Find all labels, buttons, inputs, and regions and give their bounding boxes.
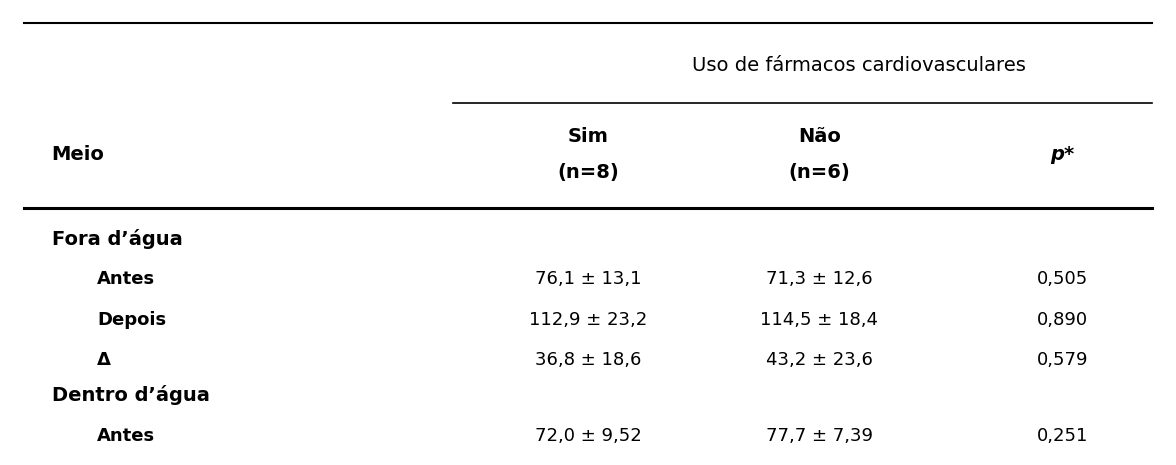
Text: 0,251: 0,251 bbox=[1036, 426, 1088, 445]
Text: 71,3 ± 12,6: 71,3 ± 12,6 bbox=[766, 270, 873, 288]
Text: Antes: Antes bbox=[96, 270, 155, 288]
Text: 36,8 ± 18,6: 36,8 ± 18,6 bbox=[535, 351, 641, 369]
Text: (n=6): (n=6) bbox=[789, 163, 850, 182]
Text: Uso de fármacos cardiovasculares: Uso de fármacos cardiovasculares bbox=[691, 56, 1025, 74]
Text: 0,890: 0,890 bbox=[1036, 311, 1088, 329]
Text: 72,0 ± 9,52: 72,0 ± 9,52 bbox=[535, 426, 641, 445]
Text: 0,579: 0,579 bbox=[1036, 351, 1088, 369]
Text: Depois: Depois bbox=[96, 311, 166, 329]
Text: Δ: Δ bbox=[96, 351, 111, 369]
Text: 112,9 ± 23,2: 112,9 ± 23,2 bbox=[529, 311, 647, 329]
Text: (n=8): (n=8) bbox=[557, 163, 619, 182]
Text: p*: p* bbox=[1050, 145, 1075, 164]
Text: Não: Não bbox=[799, 127, 841, 146]
Text: Dentro d’água: Dentro d’água bbox=[52, 385, 209, 405]
Text: 0,505: 0,505 bbox=[1036, 270, 1088, 288]
Text: 77,7 ± 7,39: 77,7 ± 7,39 bbox=[766, 426, 873, 445]
Text: Fora d’água: Fora d’água bbox=[52, 229, 182, 249]
Text: 76,1 ± 13,1: 76,1 ± 13,1 bbox=[535, 270, 641, 288]
Text: Sim: Sim bbox=[568, 127, 608, 146]
Text: Antes: Antes bbox=[96, 426, 155, 445]
Text: 43,2 ± 23,6: 43,2 ± 23,6 bbox=[766, 351, 873, 369]
Text: Meio: Meio bbox=[52, 145, 105, 164]
Text: 114,5 ± 18,4: 114,5 ± 18,4 bbox=[761, 311, 878, 329]
